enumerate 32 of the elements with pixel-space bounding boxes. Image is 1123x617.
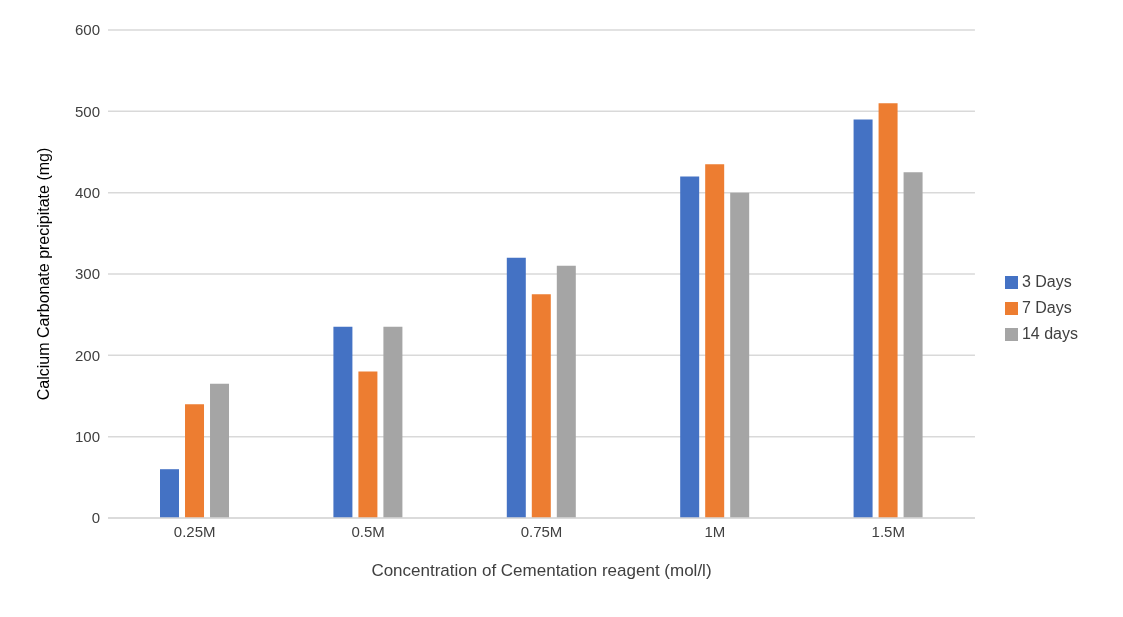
- bar: [358, 371, 378, 518]
- bar: [853, 119, 873, 518]
- bar: [878, 103, 898, 518]
- x-tick-label: 0.5M: [351, 522, 385, 540]
- y-tick-label: 400: [74, 183, 100, 201]
- bar: [185, 404, 205, 518]
- bar: [506, 257, 526, 518]
- legend-label: 3 Days: [1021, 273, 1072, 290]
- bar: [903, 172, 923, 518]
- y-tick-label: 600: [74, 21, 100, 39]
- bar: [531, 294, 551, 518]
- x-tick-label: 0.25M: [173, 522, 216, 540]
- bar: [383, 326, 403, 518]
- x-tick-label: 0.75M: [520, 522, 563, 540]
- bar: [210, 383, 230, 518]
- y-tick-label: 500: [74, 102, 100, 120]
- bar: [556, 265, 576, 518]
- bar: [730, 192, 750, 518]
- y-axis-title: Calcium Carbonate precipitate (mg): [34, 147, 52, 401]
- bar: [680, 176, 700, 518]
- legend-label: 14 days: [1021, 325, 1078, 342]
- y-tick-label: 100: [74, 427, 100, 445]
- bar: [705, 164, 725, 518]
- y-tick-label: 0: [91, 509, 100, 527]
- x-axis-title: Concentration of Cementation reagent (mol/l): [371, 561, 712, 580]
- bar: [160, 469, 180, 518]
- legend-label: 7 Days: [1021, 299, 1072, 316]
- x-tick-label: 1M: [704, 522, 726, 540]
- bar: [333, 326, 353, 518]
- y-tick-label: 300: [74, 265, 100, 283]
- x-tick-label: 1.5M: [871, 522, 905, 540]
- y-tick-label: 200: [74, 346, 100, 364]
